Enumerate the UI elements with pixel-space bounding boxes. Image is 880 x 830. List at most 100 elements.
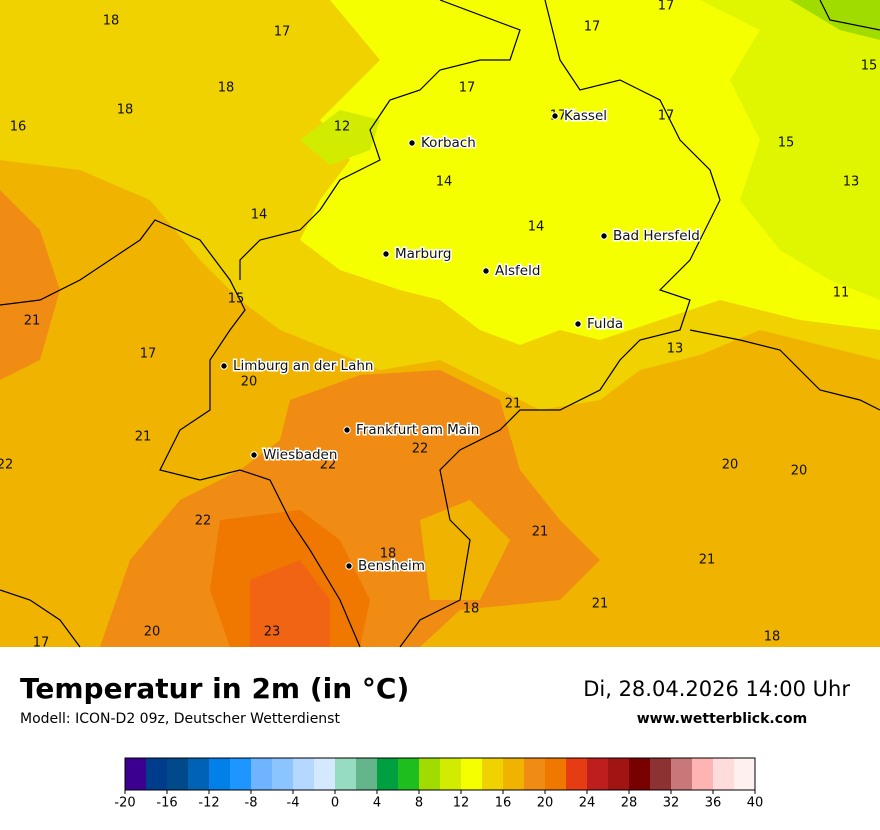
colorbar-tick-label: 28 bbox=[621, 796, 638, 811]
colorbar-tick-label: -12 bbox=[198, 796, 219, 811]
temperature-label: 22 bbox=[0, 458, 13, 473]
temperature-label: 16 bbox=[10, 120, 27, 135]
temperature-label: 18 bbox=[463, 602, 480, 617]
border-southwest bbox=[0, 589, 81, 648]
city-dot bbox=[250, 451, 258, 459]
temperature-label: 22 bbox=[412, 442, 429, 457]
temperature-label: 17 bbox=[274, 25, 291, 40]
colorbar-swatch bbox=[503, 758, 525, 790]
temperature-label: 13 bbox=[843, 175, 860, 190]
colorbar-swatch bbox=[629, 758, 651, 790]
map-labels: 18 17 17 17 18 17 15 18 16 12 17 17 15 14 13 14 14 15 11 21… bbox=[0, 0, 877, 651]
city-dot bbox=[408, 139, 416, 147]
colorbar-swatch bbox=[209, 758, 231, 790]
date: Di, 28.04.2026 14:00 Uhr bbox=[583, 677, 850, 701]
temperature-label: 18 bbox=[117, 103, 134, 118]
city-label: Korbach bbox=[421, 135, 476, 151]
temperature-label: 22 bbox=[320, 458, 337, 473]
temperature-label: 18 bbox=[103, 14, 120, 29]
colorbar-swatch bbox=[608, 758, 630, 790]
city-label: Kassel bbox=[564, 108, 607, 124]
colorbar-swatch bbox=[188, 758, 210, 790]
colorbar-swatch bbox=[398, 758, 420, 790]
temperature-label: 21 bbox=[505, 397, 522, 412]
region-orange-west bbox=[0, 190, 60, 380]
city-label: Frankfurt am Main bbox=[356, 422, 479, 438]
temperature-label: 21 bbox=[699, 553, 716, 568]
temperature-label: 21 bbox=[135, 430, 152, 445]
title: Temperatur in 2m (in °C) bbox=[20, 672, 409, 705]
colorbar-tick-label: 0 bbox=[331, 796, 339, 811]
city-label: Wiesbaden bbox=[263, 447, 337, 463]
temperature-label: 23 bbox=[264, 625, 281, 640]
temperature-label: 17 bbox=[584, 20, 601, 35]
colorbar: -20 -16 -12 -8 -4 0 4 8 12 16 20 24 28 32 36 40 bbox=[114, 757, 764, 811]
temperature-label: 15 bbox=[861, 59, 878, 74]
colorbar-frame bbox=[124, 757, 756, 791]
region-lime-small bbox=[300, 110, 380, 165]
temperature-label: 14 bbox=[528, 220, 545, 235]
colorbar-tick-label: 12 bbox=[453, 796, 470, 811]
colorbar-tick-label: -20 bbox=[114, 796, 135, 811]
temperature-label: 17 bbox=[140, 347, 157, 362]
border-north bbox=[239, 0, 521, 280]
city-dot bbox=[343, 426, 351, 434]
colorbar-swatch bbox=[734, 758, 756, 790]
colorbar-tick-label: 36 bbox=[705, 796, 722, 811]
temperature-label: 17 bbox=[658, 0, 675, 14]
colorbar-tick-label: -16 bbox=[156, 796, 177, 811]
temperature-label: 17 bbox=[658, 109, 675, 124]
colorbar-swatch bbox=[167, 758, 189, 790]
colorbar-swatch bbox=[482, 758, 504, 790]
colorbar-swatch bbox=[377, 758, 399, 790]
colorbar-swatch bbox=[146, 758, 168, 790]
city-label: Fulda bbox=[587, 316, 623, 332]
city-dot bbox=[482, 267, 490, 275]
temperature-label: 21 bbox=[532, 525, 549, 540]
temperature-label: 15 bbox=[228, 292, 245, 307]
colorbar-tick-label: 24 bbox=[579, 796, 596, 811]
city-dot bbox=[600, 232, 608, 240]
temperature-label: 20 bbox=[722, 458, 739, 473]
temperature-label: 12 bbox=[334, 120, 351, 135]
subtitle: Modell: ICON-D2 09z, Deutscher Wetterdie… bbox=[20, 711, 340, 727]
colorbar-swatch bbox=[335, 758, 357, 790]
city-dot bbox=[382, 250, 390, 258]
temperature-label: 17 bbox=[459, 81, 476, 96]
city-label: Marburg bbox=[395, 246, 451, 262]
colorbar-tick-label: 8 bbox=[415, 796, 423, 811]
temperature-label: 14 bbox=[436, 175, 453, 190]
region-red-orange bbox=[250, 560, 330, 647]
colorbar-swatch bbox=[356, 758, 378, 790]
colorbar-tick-label: 20 bbox=[537, 796, 554, 811]
border-northeast bbox=[819, 0, 880, 31]
colorbar-tick-label: 40 bbox=[747, 796, 764, 811]
city-label: Limburg an der Lahn bbox=[233, 358, 373, 374]
colorbar-tick-label: -4 bbox=[287, 796, 300, 811]
temperature-label: 14 bbox=[251, 208, 268, 223]
colorbar-swatch bbox=[419, 758, 441, 790]
temperature-label: 15 bbox=[778, 136, 795, 151]
region-gold-south bbox=[420, 500, 510, 600]
temperature-label: 21 bbox=[24, 314, 41, 329]
city-label: Bensheim bbox=[358, 558, 425, 574]
map bbox=[0, 0, 880, 648]
colorbar-swatch bbox=[461, 758, 483, 790]
temperature-label: 20 bbox=[144, 625, 161, 640]
city-dot bbox=[551, 112, 559, 120]
colorbar-swatch bbox=[545, 758, 567, 790]
city-dot bbox=[345, 562, 353, 570]
colorbar-swatch bbox=[524, 758, 546, 790]
city-label: Alsfeld bbox=[495, 263, 540, 279]
city-dot bbox=[574, 320, 582, 328]
colorbar-tick-label: 32 bbox=[663, 796, 680, 811]
colorbar-swatch bbox=[293, 758, 315, 790]
temperature-label: 20 bbox=[791, 464, 808, 479]
colorbar-swatch bbox=[440, 758, 462, 790]
temperature-label: 18 bbox=[764, 630, 781, 645]
colorbar-swatch bbox=[566, 758, 588, 790]
colorbar-swatch bbox=[125, 758, 147, 790]
temperature-label: 18 bbox=[380, 547, 397, 562]
region-lime bbox=[700, 0, 880, 300]
temperature-label: 11 bbox=[833, 286, 850, 301]
